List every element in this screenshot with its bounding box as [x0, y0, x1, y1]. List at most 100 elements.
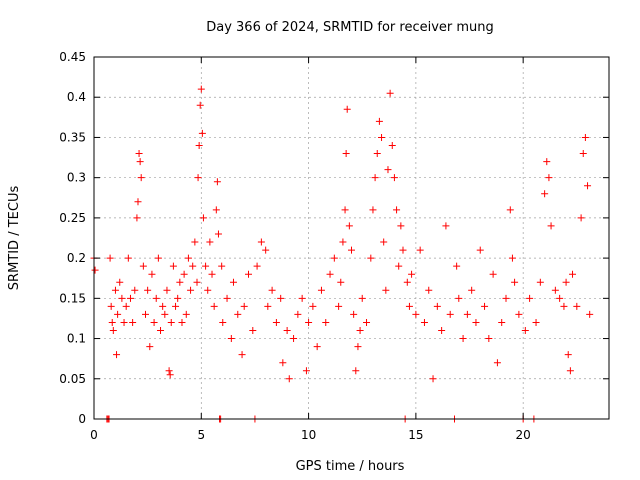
data-point — [341, 206, 349, 214]
data-point — [547, 222, 555, 230]
data-point — [446, 310, 454, 318]
data-point — [521, 327, 529, 335]
data-point — [142, 310, 149, 318]
data-point — [395, 262, 403, 270]
y-tick-label: 0 — [78, 412, 86, 426]
data-point — [309, 302, 317, 310]
data-point — [204, 286, 212, 294]
data-point — [367, 254, 375, 262]
data-point — [257, 238, 265, 246]
data-point — [459, 335, 467, 343]
data-point — [161, 310, 169, 318]
data-point — [166, 371, 174, 379]
data-point — [279, 359, 287, 367]
data-point — [157, 327, 165, 335]
data-point — [210, 302, 218, 310]
data-point — [214, 230, 222, 238]
data-point — [348, 246, 355, 254]
x-tick-label: 10 — [301, 428, 316, 442]
data-point — [485, 335, 493, 343]
data-point — [146, 343, 154, 351]
data-point — [120, 318, 128, 326]
data-point — [481, 302, 489, 310]
data-point — [206, 238, 214, 246]
x-tick-label: 15 — [408, 428, 423, 442]
data-point — [285, 375, 293, 383]
x-tick-label: 20 — [516, 428, 531, 442]
data-point — [339, 238, 347, 246]
data-point — [152, 294, 160, 302]
y-tick-label: 0.3 — [67, 171, 86, 185]
data-point — [358, 294, 366, 302]
x-tick-label: 0 — [90, 428, 98, 442]
data-point — [335, 302, 343, 310]
data-point — [408, 270, 416, 278]
y-tick-label: 0.15 — [59, 291, 86, 305]
data-point — [371, 174, 379, 182]
data-point — [433, 302, 441, 310]
data-point — [106, 254, 114, 262]
data-point — [198, 129, 206, 137]
data-point — [425, 286, 433, 294]
data-point — [194, 174, 202, 182]
y-tick-label: 0.25 — [59, 211, 86, 225]
data-point — [290, 335, 298, 343]
x-axis: 0 5 10 15 20 — [90, 57, 531, 442]
data-point — [564, 351, 572, 359]
data-point — [453, 262, 461, 270]
data-point — [163, 286, 171, 294]
y-tick-label: 0.1 — [67, 332, 86, 346]
data-point — [268, 286, 276, 294]
y-tick-label: 0.35 — [59, 130, 86, 144]
data-point — [133, 214, 141, 222]
data-point — [169, 262, 177, 270]
data-point — [405, 302, 413, 310]
data-point — [352, 367, 360, 375]
data-point — [369, 206, 377, 214]
data-point — [107, 302, 115, 310]
data-point — [238, 351, 246, 359]
data-point — [137, 174, 145, 182]
data-point — [579, 150, 587, 158]
data-point — [113, 351, 121, 359]
data-point — [245, 270, 252, 278]
data-point — [511, 278, 519, 286]
data-point — [438, 327, 446, 335]
data-point — [172, 302, 180, 310]
data-point — [277, 294, 285, 302]
data-point — [305, 318, 313, 326]
data-point — [455, 294, 463, 302]
data-point — [219, 318, 227, 326]
data-point — [144, 286, 152, 294]
data-point — [109, 327, 117, 335]
data-point — [223, 294, 231, 302]
data-point — [114, 310, 122, 318]
data-point — [124, 254, 132, 262]
data-point — [195, 141, 203, 149]
data-point — [384, 166, 392, 174]
data-point — [545, 174, 553, 182]
y-axis: 0 0.05 0.1 0.15 0.2 0.25 0.3 0.35 0.4 0.45 — [59, 50, 609, 426]
x-axis-label: GPS time / hours — [296, 459, 405, 474]
data-point — [272, 318, 280, 326]
data-point — [506, 206, 514, 214]
y-axis-label: SRMTID / TECUs — [7, 186, 22, 291]
data-point — [536, 278, 544, 286]
data-point — [202, 262, 210, 270]
data-point — [390, 174, 398, 182]
data-point — [126, 294, 134, 302]
data-point — [139, 262, 147, 270]
data-point — [317, 286, 325, 294]
data-point — [213, 178, 221, 186]
data-point — [337, 278, 345, 286]
data-point — [180, 270, 188, 278]
data-point — [118, 294, 126, 302]
data-point — [326, 270, 334, 278]
y-tick-label: 0.05 — [59, 372, 86, 386]
data-point — [253, 262, 261, 270]
data-point — [197, 85, 205, 93]
data-point — [154, 254, 162, 262]
data-point — [176, 278, 184, 286]
data-point — [345, 222, 353, 230]
data-point — [199, 214, 207, 222]
